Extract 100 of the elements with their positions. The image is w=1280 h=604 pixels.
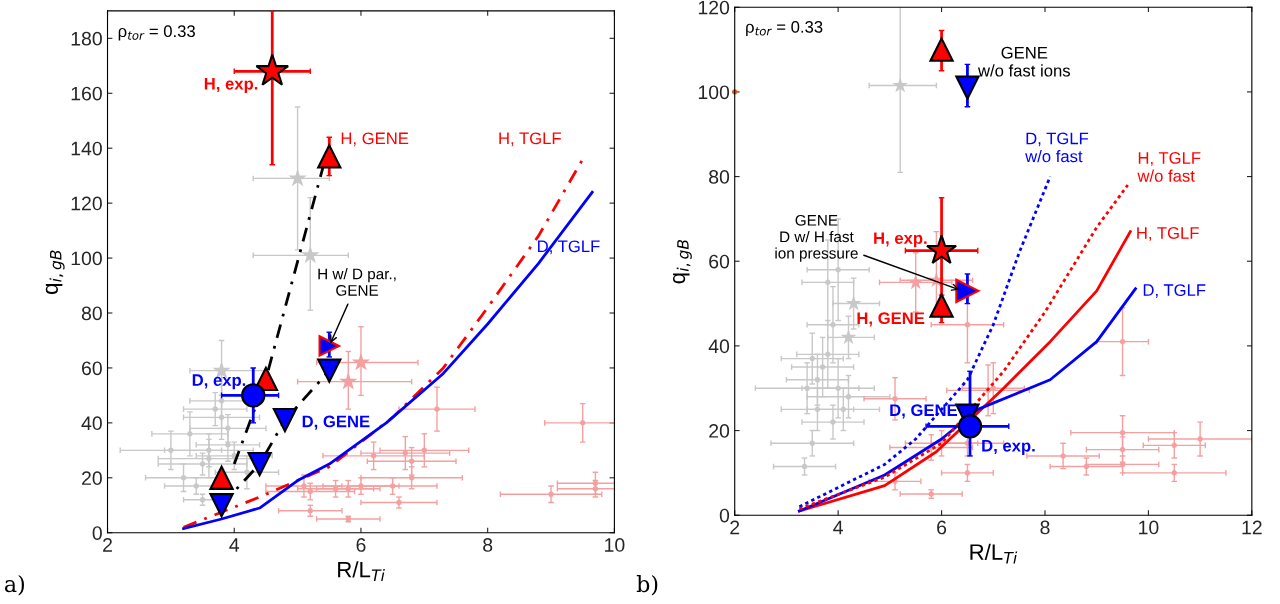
point xyxy=(288,168,307,187)
point xyxy=(929,293,954,318)
point xyxy=(218,414,225,421)
x-axis-title: R/L$_{Ti}$ xyxy=(970,543,1018,564)
point xyxy=(421,447,428,454)
point xyxy=(199,461,206,467)
point xyxy=(247,451,272,477)
series-label: H, TGLF xyxy=(1137,227,1199,241)
point xyxy=(926,234,958,265)
point xyxy=(825,279,831,286)
line-series xyxy=(797,287,1137,513)
series-label: H, TGLF w/o fast xyxy=(1137,152,1201,182)
y-tick-label: 20 xyxy=(709,424,730,438)
point xyxy=(814,376,821,383)
point xyxy=(332,486,339,492)
y-tick-label: 120 xyxy=(71,196,102,211)
point xyxy=(957,414,983,439)
annotation: ρ$_{tor}$ = 0.33 xyxy=(118,25,195,41)
point xyxy=(1171,470,1178,476)
x-tick-label: 6 xyxy=(356,538,366,552)
point xyxy=(272,407,298,433)
point xyxy=(180,475,187,481)
point xyxy=(206,455,212,462)
point xyxy=(1119,338,1126,345)
y-tick-label: 0 xyxy=(719,508,730,523)
series-label: D, TGLF w/o fast xyxy=(1025,132,1089,163)
series-label: D, exp. xyxy=(982,440,1035,455)
annotation: H w/ D par., GENE xyxy=(318,268,396,296)
point xyxy=(840,406,847,413)
x-tick-label: 12 xyxy=(1242,520,1262,535)
point xyxy=(830,419,836,425)
text: b) xyxy=(636,575,658,596)
series-label: D, exp. xyxy=(192,374,246,390)
y-tick-label: 180 xyxy=(71,31,102,46)
point xyxy=(1060,453,1066,459)
text: a) xyxy=(4,575,24,596)
point xyxy=(370,453,377,459)
point xyxy=(835,266,841,273)
y-tick-label: 0 xyxy=(92,526,102,540)
point xyxy=(964,470,971,476)
y-axis-title: q$_{i,gB}$ xyxy=(672,239,692,284)
y-tick-label: 80 xyxy=(81,306,102,321)
point xyxy=(168,447,174,454)
point xyxy=(209,493,234,518)
y-tick-label: 20 xyxy=(82,471,102,486)
point xyxy=(809,355,816,362)
annotation: GENE D w/ H fast ion pressure xyxy=(775,214,858,262)
point xyxy=(819,364,826,370)
series-label: D, GENE xyxy=(890,404,958,419)
x-tick-label: 2 xyxy=(103,538,112,552)
point xyxy=(351,352,371,371)
point xyxy=(840,329,857,345)
point xyxy=(835,385,841,391)
point xyxy=(825,351,831,358)
point xyxy=(845,393,852,400)
x-tick-label: 10 xyxy=(1139,520,1159,535)
point xyxy=(209,465,234,490)
point xyxy=(907,274,924,290)
point xyxy=(389,483,396,489)
x-tick-label: 10 xyxy=(605,538,625,552)
point xyxy=(1197,436,1203,442)
point xyxy=(187,431,193,437)
point xyxy=(317,358,342,383)
point xyxy=(206,447,212,454)
point xyxy=(212,406,219,412)
point xyxy=(579,420,586,426)
point xyxy=(548,491,554,498)
y-tick-label: 120 xyxy=(698,0,730,15)
point xyxy=(244,469,250,476)
x-tick-label: 2 xyxy=(730,520,740,535)
x-tick-label: 8 xyxy=(483,538,493,552)
y-tick-label: 40 xyxy=(708,339,730,354)
annotation: ρ$_{tor}$ = 0.33 xyxy=(746,20,823,37)
point xyxy=(339,371,358,390)
y-tick-label: 100 xyxy=(71,251,102,266)
point xyxy=(301,245,320,264)
point xyxy=(1171,442,1178,449)
y-tick-label: 40 xyxy=(81,416,102,431)
point xyxy=(955,278,980,304)
point xyxy=(307,488,314,495)
point xyxy=(809,440,816,447)
x-tick-label: 4 xyxy=(229,538,240,552)
y-tick-label: 60 xyxy=(709,254,730,269)
series-label: H, exp. xyxy=(204,78,258,93)
point xyxy=(301,483,307,489)
point xyxy=(434,406,440,412)
point xyxy=(358,483,364,489)
point xyxy=(990,385,997,391)
point xyxy=(955,75,980,100)
point xyxy=(830,321,836,328)
point xyxy=(892,77,909,93)
x-tick-label: 6 xyxy=(937,520,947,535)
point xyxy=(317,144,342,169)
series-label: H, GENE xyxy=(857,312,925,327)
annotation: GENE w/o fast ions xyxy=(977,46,1071,77)
point xyxy=(402,450,409,456)
point xyxy=(845,295,862,311)
y-tick-label: 80 xyxy=(709,170,730,184)
series-label: H, GENE xyxy=(341,132,409,147)
series-label: H, exp. xyxy=(874,232,927,248)
